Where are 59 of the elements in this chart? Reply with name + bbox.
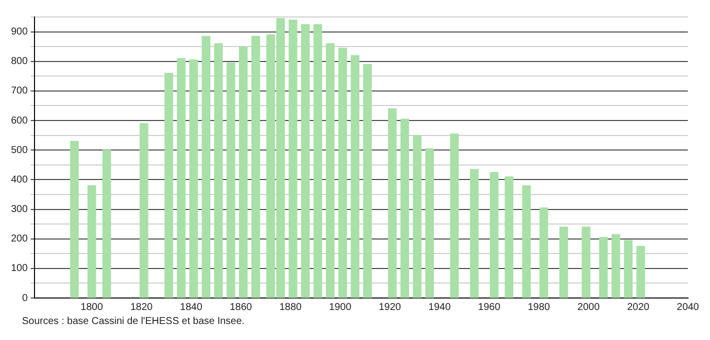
bar [612, 234, 620, 298]
bar [539, 207, 548, 298]
bar [400, 118, 410, 298]
bar [70, 140, 79, 298]
bar [490, 172, 498, 298]
y-tick-label: 100 [10, 263, 28, 274]
bar [251, 36, 260, 298]
bar [238, 46, 248, 298]
bar [87, 185, 96, 298]
x-tick-label: 1920 [378, 302, 402, 313]
bar [504, 176, 514, 298]
bar [326, 43, 335, 298]
x-tick-label: 1940 [428, 302, 452, 313]
bar [624, 240, 633, 298]
bar [301, 24, 310, 298]
bar [350, 55, 360, 298]
bar [599, 237, 608, 298]
y-tick-label: 300 [10, 204, 28, 216]
x-tick-label: 2000 [577, 302, 600, 313]
bar [470, 169, 479, 298]
bar [226, 62, 236, 298]
y-tick-label: 600 [10, 115, 28, 126]
bar [214, 43, 223, 298]
x-tick-label: 1800 [80, 302, 104, 313]
bar [338, 48, 347, 298]
bar [412, 134, 422, 298]
bar [522, 185, 531, 298]
bar [363, 64, 372, 298]
x-tick-label: 1960 [478, 302, 501, 313]
y-tick-label: 900 [10, 26, 28, 38]
bar [189, 60, 198, 298]
x-tick-label: 2040 [676, 302, 700, 313]
bar [582, 226, 590, 298]
x-tick-label: 2020 [627, 302, 650, 313]
bar [313, 24, 322, 298]
y-tick-label: 200 [10, 234, 28, 245]
y-tick-label: 400 [10, 174, 28, 186]
y-tick-label: 0 [22, 292, 28, 304]
bar [559, 226, 568, 298]
x-tick-label: 1840 [180, 302, 203, 313]
x-tick-label: 1980 [528, 302, 550, 313]
x-tick-label: 1860 [230, 302, 252, 313]
source-note: Sources : base Cassini de l'EHESS et base Insee. [22, 316, 246, 327]
bar [425, 148, 434, 298]
x-tick-label: 1900 [329, 302, 352, 313]
bar [164, 72, 174, 298]
bar [636, 246, 646, 298]
bar [288, 20, 298, 298]
x-tick-label: 1820 [130, 302, 154, 313]
x-tick-label: 1880 [279, 302, 302, 313]
y-tick-label: 800 [10, 56, 28, 68]
y-tick-label: 500 [10, 144, 28, 156]
bar [450, 134, 459, 298]
bar [202, 36, 210, 298]
bar [388, 108, 397, 298]
bar [140, 123, 148, 298]
bar [176, 58, 186, 298]
bar [102, 150, 112, 298]
y-tick-label: 700 [10, 86, 28, 97]
